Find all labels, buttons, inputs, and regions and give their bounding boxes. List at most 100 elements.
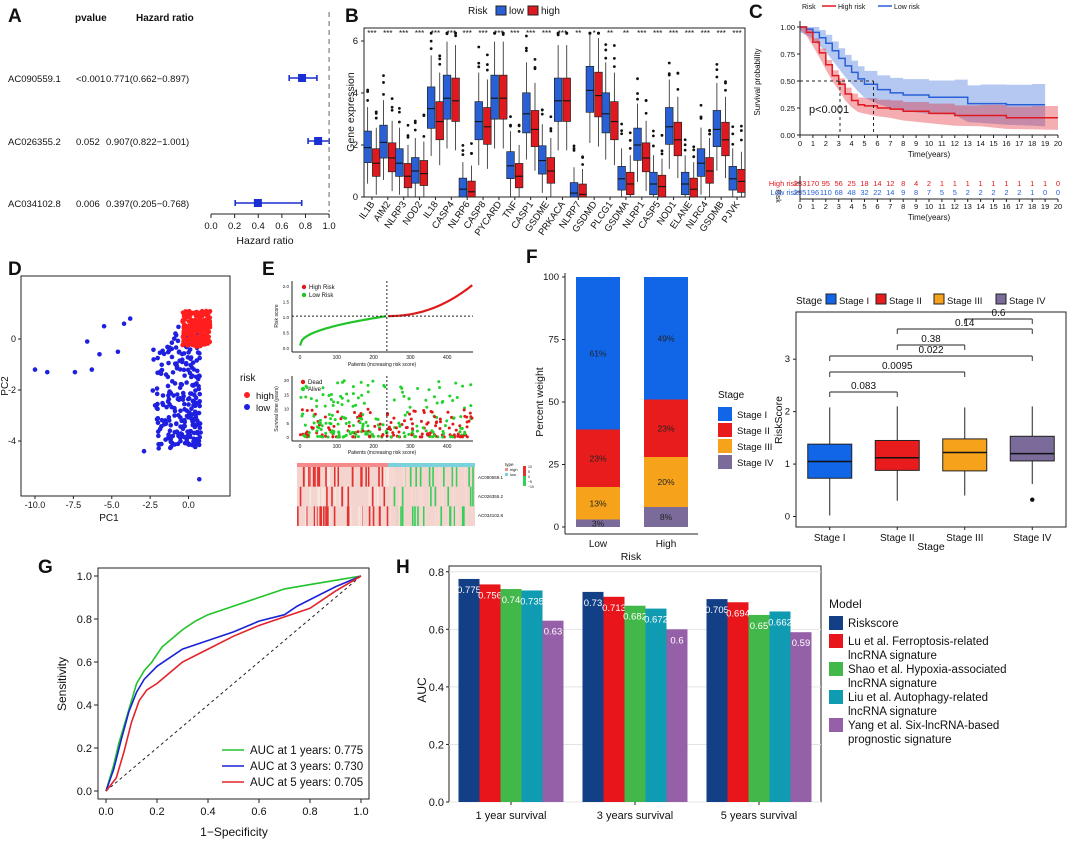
x-tick-label: 12 (951, 139, 959, 148)
colorbar-label: −5 (528, 480, 532, 484)
outlier-point (540, 112, 544, 116)
segment-label: 8% (660, 512, 673, 522)
x-tick-label: 6 (875, 139, 879, 148)
significance-label: *** (542, 29, 551, 38)
heatmap-cell (409, 467, 412, 487)
significance-label: *** (447, 29, 456, 38)
outlier-point (715, 68, 719, 71)
alive-point (345, 392, 349, 396)
x-tick-label: 1 year survival (476, 810, 547, 822)
significance-label: ** (623, 29, 629, 38)
significance-label: *** (732, 29, 741, 38)
dead-point (378, 422, 382, 426)
alive-point (392, 398, 396, 402)
outlier-point (397, 110, 401, 114)
heatmap-cell (389, 467, 392, 487)
alive-point (357, 416, 361, 420)
significance-label: *** (685, 29, 694, 38)
pc-point-low (167, 428, 173, 434)
heatmap-cell (419, 486, 421, 507)
pc-point-low (155, 355, 160, 361)
outlier-point (509, 124, 512, 128)
outlier-point (628, 146, 632, 150)
alive-point (454, 381, 458, 385)
x-tick-label: 0 (798, 139, 802, 148)
pc-point-high (188, 310, 194, 315)
at-risk-count: 1 (1030, 179, 1034, 188)
at-risk-count: 2 (991, 188, 995, 197)
dead-point (409, 417, 413, 421)
alive-point (326, 435, 330, 439)
outlier-point (540, 108, 544, 112)
pc-point-low (178, 415, 183, 420)
expression-box (506, 151, 515, 179)
heatmap-cell (304, 506, 307, 526)
y-tick-label: 2 (353, 140, 358, 151)
outlier-point (636, 97, 639, 101)
x-tick-label: 17 (1015, 139, 1023, 148)
x-tick-label: 0.6 (275, 221, 288, 232)
alive-point (361, 424, 365, 428)
outlier-point (699, 115, 703, 119)
pc-point-low (177, 358, 183, 363)
x-tick-label: 0 (299, 444, 302, 450)
expression-box (641, 142, 651, 173)
pc-point-low (186, 402, 191, 407)
outlier-point (524, 34, 528, 38)
legend-label: Stage I (839, 296, 869, 307)
pc-point-low (44, 369, 50, 375)
heatmap-cell (347, 506, 350, 526)
heatmap-cell (392, 467, 394, 487)
x-tick-label: 7 (888, 139, 892, 148)
at-risk-count: 170 (807, 179, 820, 188)
expression-box (578, 183, 587, 198)
dead-point (434, 424, 438, 428)
alive-point (348, 432, 352, 436)
alive-point (351, 423, 355, 427)
pc-point-low (154, 386, 160, 391)
dead-point (324, 434, 328, 438)
pc-point-high (195, 338, 201, 344)
bar-value-label: 0.662 (768, 617, 792, 628)
y-tick-label: 1 (785, 459, 790, 470)
expression-box (689, 177, 698, 198)
x-tick-label: 0.0 (182, 500, 195, 510)
alive-point (319, 427, 323, 431)
outlier-point (597, 31, 600, 35)
heatmap-cell (323, 506, 325, 526)
expression-box (728, 166, 737, 191)
bar-value-label: 0.694 (726, 608, 750, 619)
heatmap-cell (456, 506, 459, 526)
dead-point (465, 420, 469, 424)
heatmap-cell (414, 506, 416, 526)
dead-point (411, 422, 415, 426)
outlier-point (470, 142, 473, 145)
heatmap-cell (437, 506, 439, 526)
x-tick-label: 3 years survival (597, 810, 673, 822)
pc-point-low (172, 413, 177, 418)
outlier-point (477, 45, 481, 49)
expression-box (474, 101, 483, 141)
y-tick-label: 100 (543, 272, 559, 283)
dead-point (405, 426, 409, 430)
expression-box (426, 86, 436, 129)
pc-point-low (173, 421, 179, 426)
dead-point (359, 414, 363, 418)
outlier-point (524, 49, 528, 53)
column-header: Hazard ratio (136, 13, 194, 24)
colorbar-label: 5 (528, 470, 530, 474)
alive-point (407, 397, 411, 401)
panel-letter-e: E (262, 259, 275, 280)
outlier-point (397, 106, 401, 110)
heatmap-cell (424, 506, 427, 526)
alive-point (403, 413, 407, 417)
at-risk-count: 0 (1056, 188, 1060, 197)
alive-point (318, 421, 322, 425)
significance-label: *** (367, 29, 376, 38)
at-risk-count: 1 (966, 179, 970, 188)
legend-dot-low (301, 292, 307, 298)
pc-point-low (191, 430, 197, 436)
legend-label: High risk (838, 4, 866, 11)
expression-box (673, 121, 683, 157)
